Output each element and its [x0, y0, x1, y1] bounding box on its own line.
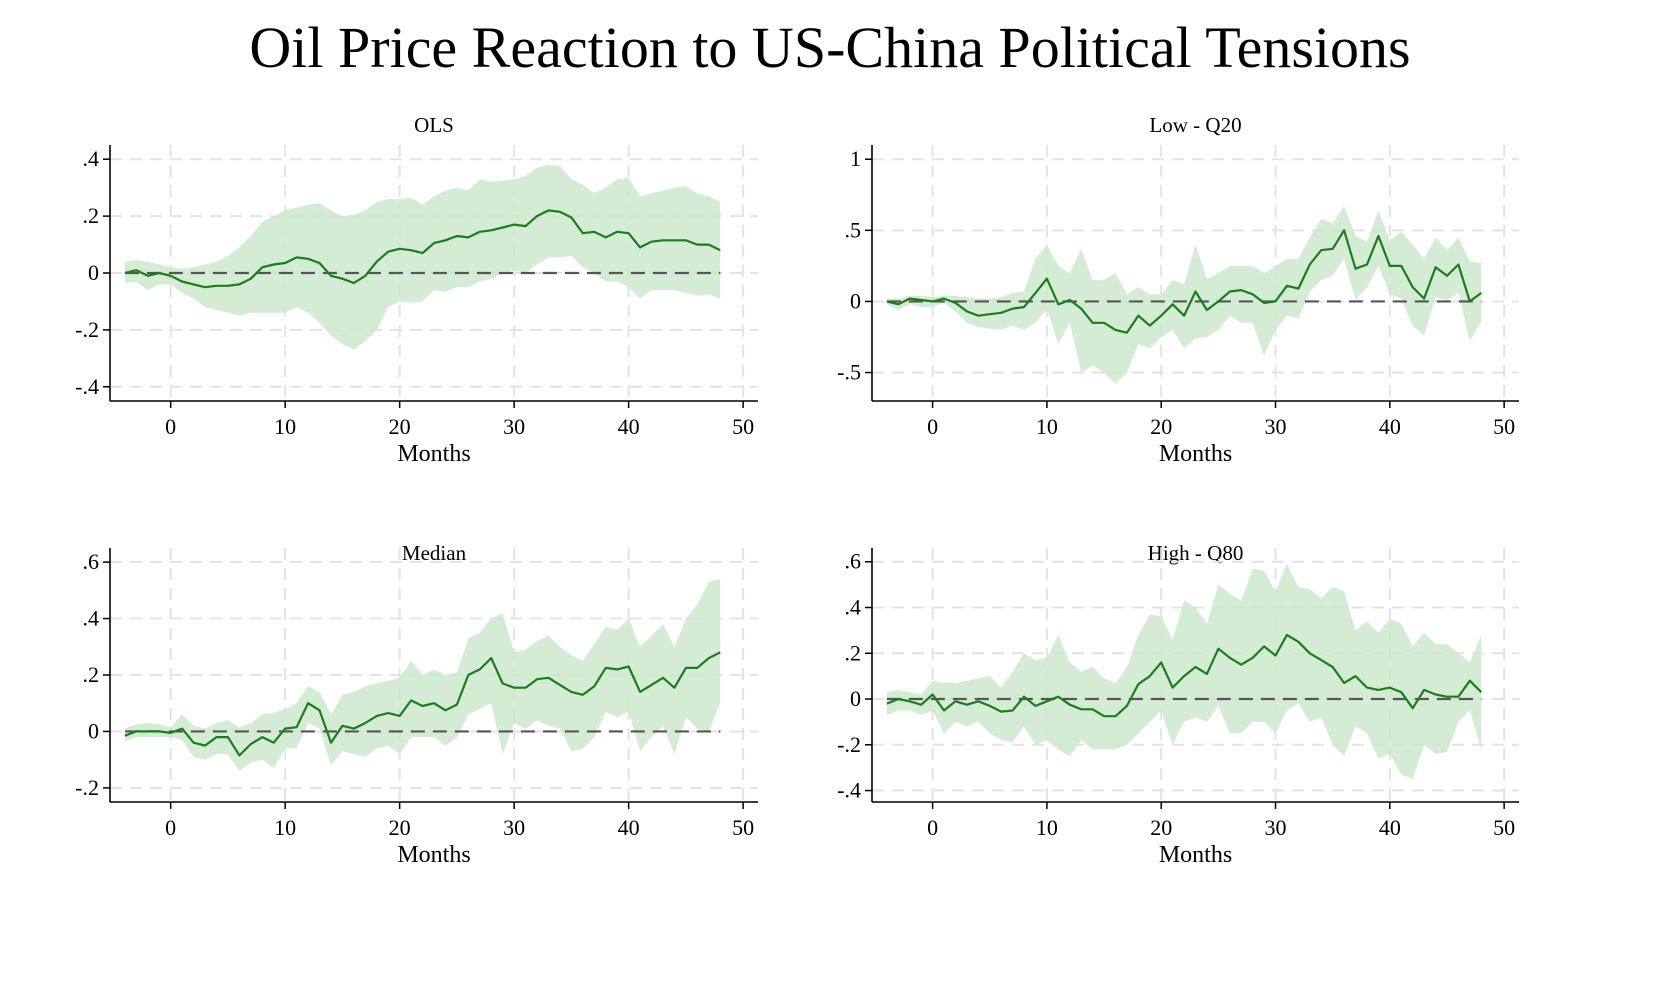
y-tick-label: .4 — [845, 594, 862, 619]
x-tick-label: 50 — [1493, 414, 1515, 439]
response-line — [886, 229, 1482, 334]
x-tick-label: 0 — [165, 815, 176, 840]
x-tick-label: 20 — [1150, 815, 1172, 840]
response-line — [124, 651, 721, 757]
confidence-band — [124, 164, 721, 350]
x-axis-label: Months — [1159, 842, 1232, 868]
y-tick-label: .6 — [845, 549, 862, 574]
y-tick-label: .4 — [83, 146, 100, 171]
y-tick-label: 0 — [88, 260, 99, 285]
x-tick-label: 20 — [389, 815, 411, 840]
x-tick-label: 0 — [927, 414, 938, 439]
y-tick-label: -.2 — [75, 775, 99, 800]
x-tick-label: 50 — [1493, 815, 1515, 840]
panel-title: Low - Q20 — [1149, 113, 1241, 137]
y-tick-label: 0 — [850, 288, 861, 313]
x-tick-label: 10 — [1036, 815, 1058, 840]
x-tick-label: 40 — [1379, 414, 1401, 439]
y-tick-label: .4 — [83, 606, 100, 631]
panel-title: OLS — [414, 113, 454, 137]
x-tick-label: 30 — [1265, 414, 1287, 439]
chart-panel-high-q80: High - Q80 Months .6.4.20-.2-.40 10 20 30 40… — [837, 541, 1519, 868]
x-tick-label: 50 — [732, 815, 754, 840]
y-tick-label: -.2 — [75, 317, 99, 342]
y-tick-label: 0 — [850, 686, 861, 711]
x-tick-label: 0 — [927, 815, 938, 840]
y-tick-label: .5 — [845, 217, 862, 242]
y-tick-label: 1 — [850, 146, 861, 171]
x-axis-label: Months — [397, 842, 470, 868]
chart-panel-ols: OLS Months .4 .2 0 -.2 -.4 0 10 20 30 40 50 — [75, 113, 758, 467]
x-axis-label: Months — [397, 441, 470, 467]
x-tick-label: 20 — [1150, 414, 1172, 439]
response-line — [886, 633, 1483, 718]
confidence-band — [124, 579, 721, 771]
x-tick-label: 30 — [503, 815, 525, 840]
y-tick-label: -.4 — [837, 778, 861, 803]
x-tick-label: 20 — [389, 414, 411, 439]
x-axis-label: Months — [1159, 441, 1232, 467]
confidence-band — [886, 564, 1482, 780]
x-tick-label: 50 — [732, 414, 754, 439]
confidence-band — [886, 206, 1482, 384]
figure-title: Oil Price Reaction to US-China Political… — [249, 15, 1411, 80]
y-tick-label: .2 — [845, 640, 862, 665]
x-tick-label: 30 — [503, 414, 525, 439]
y-tick-label: -.5 — [837, 360, 861, 385]
x-tick-label: 40 — [618, 414, 640, 439]
x-tick-label: 10 — [274, 414, 296, 439]
chart-panel-median: Median Months .6 .4 .2 0 -.2 0 10 20 30 40 50 — [75, 541, 758, 868]
y-tick-label: .6 — [83, 549, 100, 574]
y-tick-label: -.4 — [75, 374, 99, 399]
y-tick-label: 0 — [88, 718, 99, 743]
x-tick-label: 10 — [1036, 414, 1058, 439]
chart-panel-low-q20: Low - Q20 Months 1 .5 0 -.5 0 10 20 30 40 50 — [837, 113, 1519, 467]
y-tick-label: .2 — [83, 662, 100, 687]
y-tick-label: -.2 — [837, 732, 861, 757]
x-tick-label: 40 — [618, 815, 640, 840]
x-tick-label: 0 — [165, 414, 176, 439]
y-tick-label: .2 — [83, 203, 100, 228]
x-tick-label: 40 — [1379, 815, 1401, 840]
x-tick-label: 10 — [274, 815, 296, 840]
response-line — [124, 209, 721, 289]
panel-title: Median — [402, 541, 467, 565]
x-tick-label: 30 — [1265, 815, 1287, 840]
